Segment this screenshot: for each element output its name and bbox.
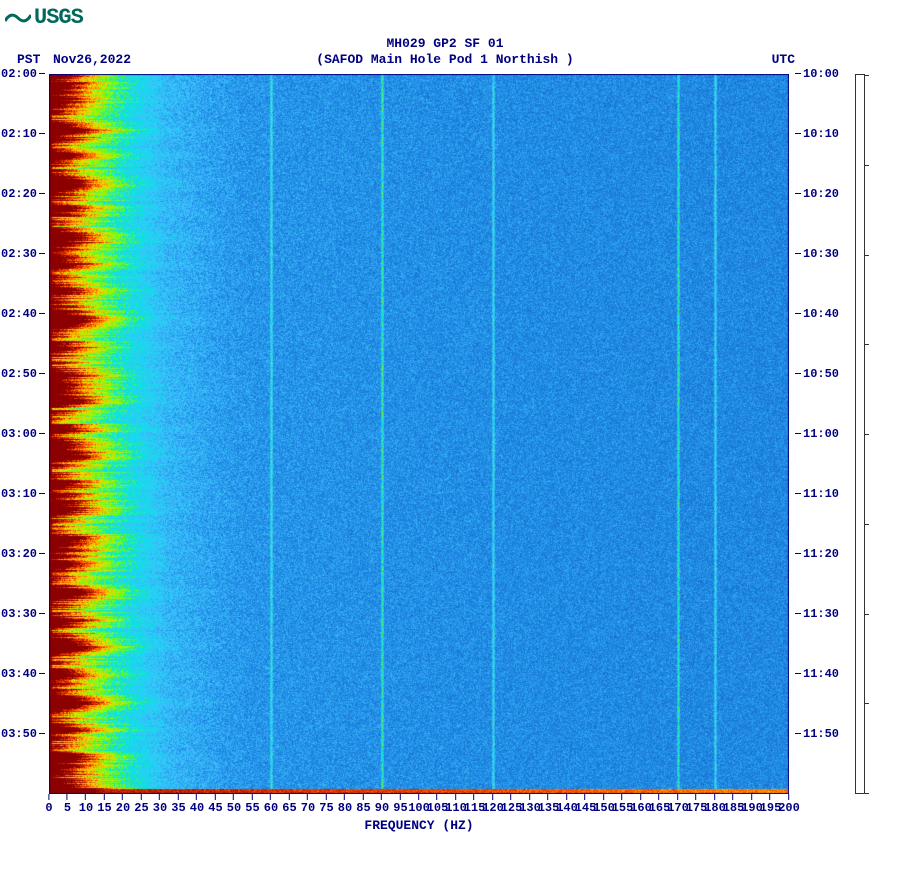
x-tick: 5 <box>64 794 71 815</box>
usgs-logo: USGS <box>5 5 897 30</box>
y-tick-right: 10:50 <box>793 367 839 381</box>
y-tick-right: 11:00 <box>793 427 839 441</box>
wave-icon <box>5 9 31 27</box>
y-tick-right: 10:40 <box>793 307 839 321</box>
x-tick: 15 <box>97 794 111 815</box>
y-tick-right: 10:10 <box>793 127 839 141</box>
chart-container: PST Nov26,2022 MH029 GP2 SF 01 (SAFOD Ma… <box>5 34 885 814</box>
y-tick-left: 02:00 <box>1 67 47 81</box>
colorbar <box>855 74 865 794</box>
x-tick: 35 <box>171 794 185 815</box>
chart-header: PST Nov26,2022 MH029 GP2 SF 01 (SAFOD Ma… <box>5 34 885 74</box>
y-axis-left: 02:0002:1002:2002:3002:4002:5003:0003:10… <box>1 74 49 794</box>
x-tick: 75 <box>319 794 333 815</box>
spectrogram-canvas <box>49 74 789 794</box>
y-tick-left: 03:50 <box>1 727 47 741</box>
y-tick-right: 11:40 <box>793 667 839 681</box>
x-tick: 80 <box>338 794 352 815</box>
logo-text: USGS <box>34 5 83 30</box>
y-tick-right: 10:00 <box>793 67 839 81</box>
x-tick: 60 <box>264 794 278 815</box>
x-tick: 50 <box>227 794 241 815</box>
x-tick: 30 <box>153 794 167 815</box>
x-tick: 95 <box>393 794 407 815</box>
x-tick: 0 <box>45 794 52 815</box>
chart-title: MH029 GP2 SF 01 <box>5 36 885 51</box>
x-tick: 10 <box>79 794 93 815</box>
y-tick-left: 02:50 <box>1 367 47 381</box>
x-tick: 25 <box>134 794 148 815</box>
x-tick: 70 <box>301 794 315 815</box>
tz-right-label: UTC <box>772 52 795 67</box>
x-tick: 55 <box>245 794 259 815</box>
x-axis: FREQUENCY (HZ) 0510152025303540455055606… <box>49 794 789 834</box>
y-tick-left: 03:20 <box>1 547 47 561</box>
y-tick-left: 03:00 <box>1 427 47 441</box>
x-tick: 45 <box>208 794 222 815</box>
x-axis-label: FREQUENCY (HZ) <box>49 818 789 833</box>
x-tick: 200 <box>778 794 800 815</box>
plot-area: 02:0002:1002:2002:3002:4002:5003:0003:10… <box>49 74 785 814</box>
x-tick: 40 <box>190 794 204 815</box>
y-tick-right: 10:20 <box>793 187 839 201</box>
y-tick-right: 11:10 <box>793 487 839 501</box>
y-tick-right: 11:20 <box>793 547 839 561</box>
x-tick: 65 <box>282 794 296 815</box>
y-tick-left: 02:30 <box>1 247 47 261</box>
y-tick-left: 02:10 <box>1 127 47 141</box>
y-tick-left: 02:20 <box>1 187 47 201</box>
y-tick-left: 02:40 <box>1 307 47 321</box>
x-tick: 90 <box>375 794 389 815</box>
y-tick-right: 11:50 <box>793 727 839 741</box>
y-tick-right: 10:30 <box>793 247 839 261</box>
x-tick: 85 <box>356 794 370 815</box>
y-tick-right: 11:30 <box>793 607 839 621</box>
chart-subtitle: (SAFOD Main Hole Pod 1 Northish ) <box>5 52 885 67</box>
x-tick: 20 <box>116 794 130 815</box>
y-axis-right: 10:0010:1010:2010:3010:4010:5011:0011:10… <box>793 74 841 794</box>
y-tick-left: 03:30 <box>1 607 47 621</box>
y-tick-left: 03:10 <box>1 487 47 501</box>
y-tick-left: 03:40 <box>1 667 47 681</box>
